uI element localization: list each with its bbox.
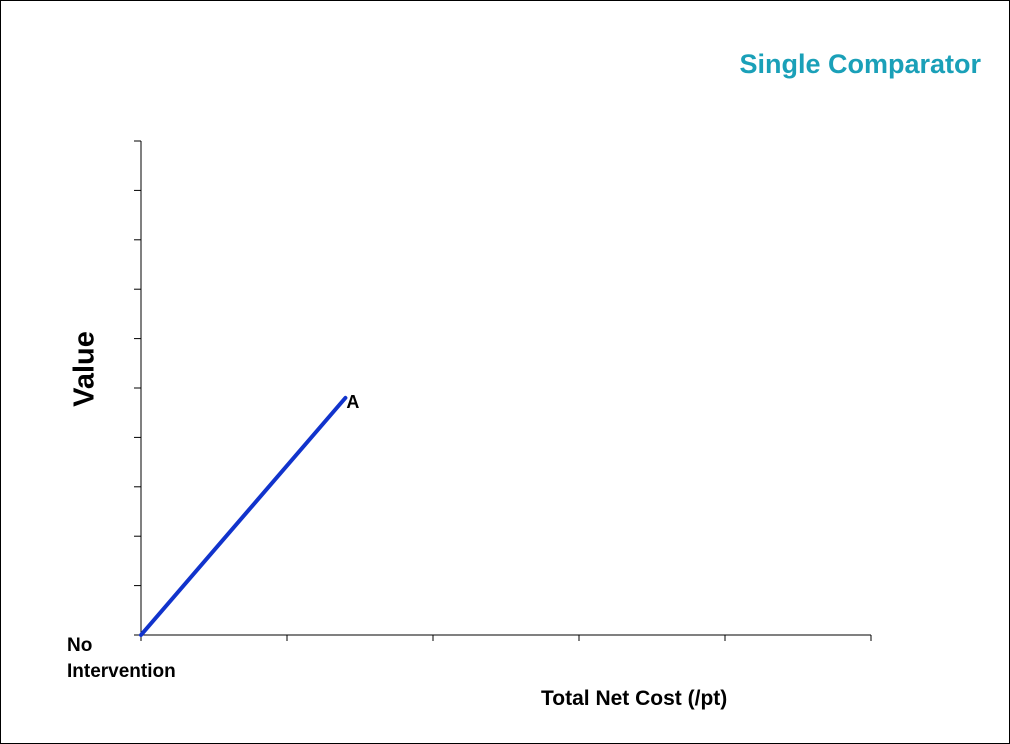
chart-title: Single Comparator	[739, 49, 981, 79]
origin-label: No Intervention	[67, 633, 227, 685]
origin-label-line-2: Intervention	[67, 661, 176, 682]
x-axis-label: Total Net Cost (/pt)	[541, 687, 728, 710]
series-line-0	[139, 395, 348, 637]
origin-label-line-1: No	[67, 635, 93, 656]
point-label-A: A	[346, 392, 359, 412]
